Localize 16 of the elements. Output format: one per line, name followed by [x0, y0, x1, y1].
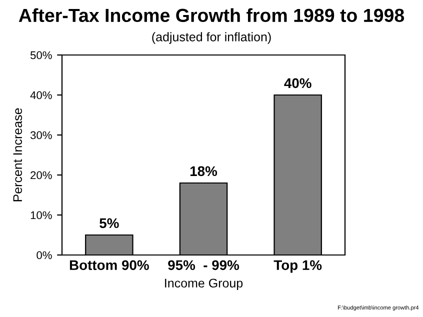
y-tick-label: 20%	[30, 171, 52, 180]
y-tick-label: 30%	[30, 131, 52, 140]
y-tick-label: 0%	[36, 251, 52, 260]
chart-subtitle: (adjusted for inflation)	[152, 32, 271, 44]
x-tick-label: Top 1%	[274, 260, 322, 273]
x-tick-label: Bottom 90%	[70, 260, 149, 270]
chart-title: After-Tax Income Growth from 1989 to 1998	[18, 8, 404, 22]
x-tick-label: 95% - 99%	[168, 260, 240, 270]
data-label: 18%	[190, 166, 218, 176]
y-axis-title: Percent Increase	[13, 108, 22, 202]
y-tick-label: 40%	[30, 91, 52, 100]
data-label: 5%	[100, 218, 119, 228]
data-label: 40%	[284, 78, 312, 88]
y-tick-label: 10%	[30, 211, 52, 220]
x-axis-title: Income Group	[165, 278, 243, 290]
y-tick-label: 50%	[30, 51, 52, 60]
